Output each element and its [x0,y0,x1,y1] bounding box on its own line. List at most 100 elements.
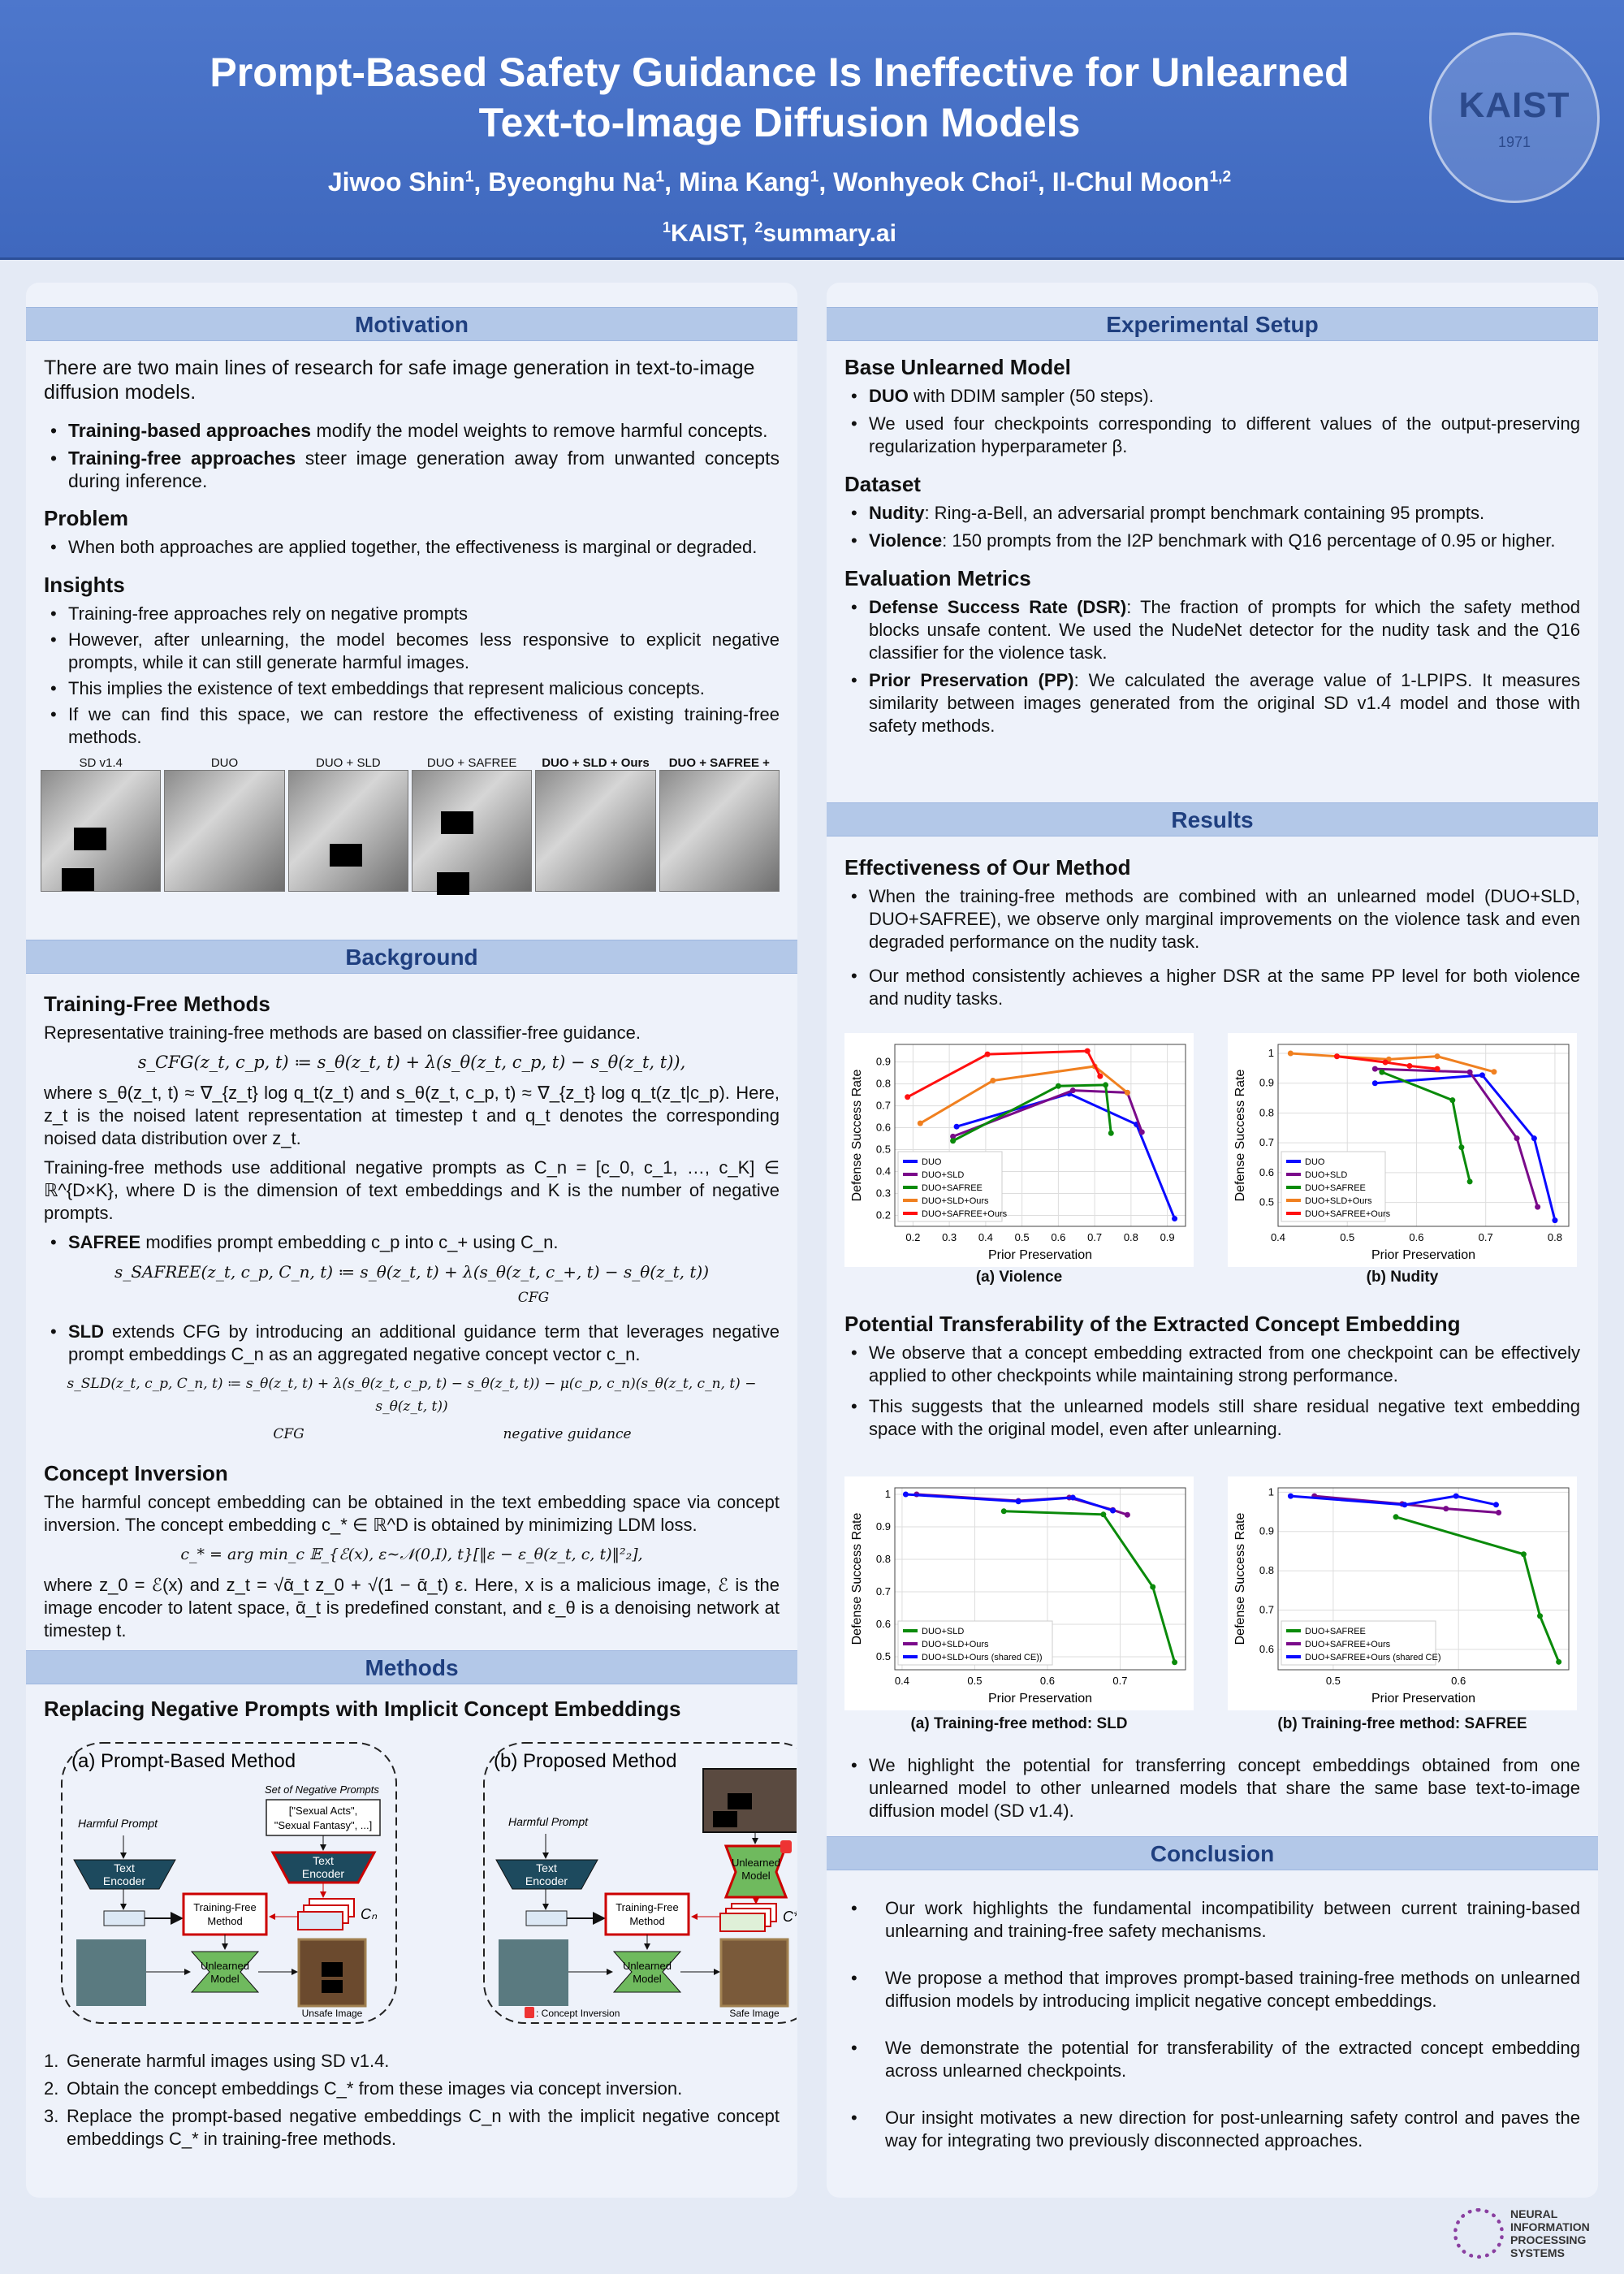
generated-image [41,770,162,892]
data-point [1535,1204,1541,1210]
series-line [1375,1067,1540,1208]
item-text: steer image generation away from unwante… [68,447,780,491]
list-item: Prior Preservation (PP): We calculated t… [844,669,1580,737]
list-item: Violence: 150 prompts from the I2P bench… [844,530,1580,552]
y-tick-label: 0.6 [876,1618,891,1630]
list-item: Training-based approaches modify the mod… [44,419,780,442]
setup-section: Base Unlearned Model DUO with DDIM sampl… [844,356,1580,742]
y-tick-label: 0.9 [1259,1077,1274,1089]
text-encoder-label: Text [536,1861,557,1874]
list-item: We used four checkpoints corresponding t… [844,413,1580,458]
neurips-logo: NEURAL INFORMATION PROCESSING SYSTEMS [1453,2207,1600,2259]
legend-label: DUO+SLD+Ours (shared CE)) [922,1653,1043,1662]
plot-frame [894,1487,1186,1671]
legend-box [897,1620,1053,1666]
x-axis-label: Prior Preservation [988,1692,1092,1706]
data-point [1172,1216,1178,1222]
data-point [1520,1551,1527,1558]
author-affil: 1 [655,168,665,186]
legend-label: DUO [922,1157,942,1167]
x-tick-label: 0.5 [1340,1231,1354,1243]
y-tick-label: 0.4 [876,1165,891,1178]
data-point [1434,1053,1440,1060]
chart-safree-transfer: 0.5 0.6 0.6 0.7 0.8 0.9 1 Prior Preservation Def… [1228,1476,1577,1710]
insights-list: Training-free approaches rely on negativ… [44,603,780,749]
x-tick-label: 0.2 [905,1231,920,1243]
cn-label: Cₙ [361,1906,378,1922]
unsafe-image-label: Unsafe Image [302,2008,363,2019]
y-tick-label: 0.7 [1259,1136,1274,1148]
data-point [1110,1507,1116,1514]
neg-text-encoder-label2: Encoder [302,1867,344,1880]
training-free-label: Training-Free [193,1901,257,1913]
safe-image [719,1938,789,2008]
author: Jiwoo Shin1, [327,167,489,197]
data-point [1434,1066,1440,1072]
list-item: Our insight motivates a new direction fo… [844,2107,1580,2152]
unlearned-model-label2: Model [633,1973,662,1985]
data-point [1100,1511,1107,1518]
x-tick-label: 0.6 [1451,1675,1466,1687]
y-tick-label: 0.5 [1259,1196,1274,1208]
diagram-a-title: (a) Prompt-Based Method [71,1750,296,1772]
data-point [1453,1493,1459,1499]
generated-image [164,770,285,892]
data-point [1493,1502,1499,1508]
series-line [1337,1055,1438,1070]
neg-text-encoder-label: Text [313,1854,334,1867]
background-heading: Background [26,940,797,974]
legend-label: DUO+SAFREE [1305,1627,1366,1636]
chart-violence: 0.2 0.3 0.4 0.5 0.6 0.7 0.8 0.9 0.2 0.3 0.4 0.5 0.6 0… [844,1033,1194,1267]
text-encoder-label2: Encoder [525,1874,568,1887]
series-line [1004,1510,1177,1663]
x-tick-label: 0.7 [1087,1231,1102,1243]
data-point [1406,1062,1413,1069]
list-item: We demonstrate the potential for transfe… [844,2037,1580,2082]
problem-item: When both approaches are applied togethe… [44,536,780,559]
generated-image [287,770,408,892]
effectiveness-section: Effectiveness of Our Method When the tra… [844,856,1580,1022]
text-encoder-label: Text [114,1861,135,1874]
step-text: Obtain the concept embeddings C_* from t… [67,2078,683,2099]
series-line [905,1493,1113,1512]
safree-label: SAFREE [68,1232,141,1252]
legend-label: DUO+SLD [922,1627,964,1636]
list-item: Defense Success Rate (DSR): The fraction… [844,596,1580,664]
negative-set-label: Set of Negative Prompts [265,1783,379,1796]
step-item: 2. Obtain the concept embeddings C_* from… [44,2077,780,2100]
item-label: Defense Success Rate (DSR) [869,597,1127,617]
y-tick-label: 1 [885,1488,891,1500]
y-axis-label: Defense Success Rate [1233,1070,1247,1202]
x-tick-label: 0.5 [1326,1675,1341,1687]
item-text: modify the model weights to remove harmf… [311,420,768,441]
list-item: Nudity: Ring-a-Bell, an adversarial prom… [844,502,1580,525]
author-name: Byeonghu Na [488,167,656,197]
legend-label: DUO+SAFREE+Ours [922,1209,1008,1219]
x-tick-label: 0.9 [1160,1231,1175,1243]
data-point [1479,1072,1485,1079]
concept-inversion-icon [780,1840,792,1853]
affiliation: 2summary.ai [754,219,896,247]
plot-frame [894,1044,1186,1227]
y-tick-label: 0.3 [876,1187,891,1200]
data-point [902,1491,909,1498]
item-label: Prior Preservation (PP) [869,670,1074,690]
author-name: Jiwoo Shin [327,167,465,197]
data-point [1124,1511,1130,1518]
methods-section: Replacing Negative Prompts with Implicit… [44,1697,780,1727]
affiliation: 1KAIST, [663,219,755,247]
list-item: This suggests that the unlearned models … [844,1395,1580,1441]
sld-cfg-label: CFG [273,1426,304,1442]
author-affil: 1 [464,168,474,186]
chart-sld-transfer: 0.4 0.5 0.6 0.7 0.5 0.6 0.7 0.8 0.9 1 Prior Preser… [844,1476,1194,1710]
harmful-prompt-label: Harmful Prompt [78,1817,158,1830]
x-tick-label: 0.7 [1112,1675,1127,1687]
item-text: : We calculated the average value of 1-L… [869,670,1580,736]
affiliation-num: 2 [754,219,763,236]
series-line [1375,1074,1557,1221]
kaist-logo-text: KAIST [1458,84,1570,125]
y-axis-label: Defense Success Rate [1233,1513,1247,1645]
training-free-heading: Training-Free Methods [44,992,270,1016]
censor-box [329,844,362,867]
unlearned-model-label: Unlearned [623,1960,672,1972]
